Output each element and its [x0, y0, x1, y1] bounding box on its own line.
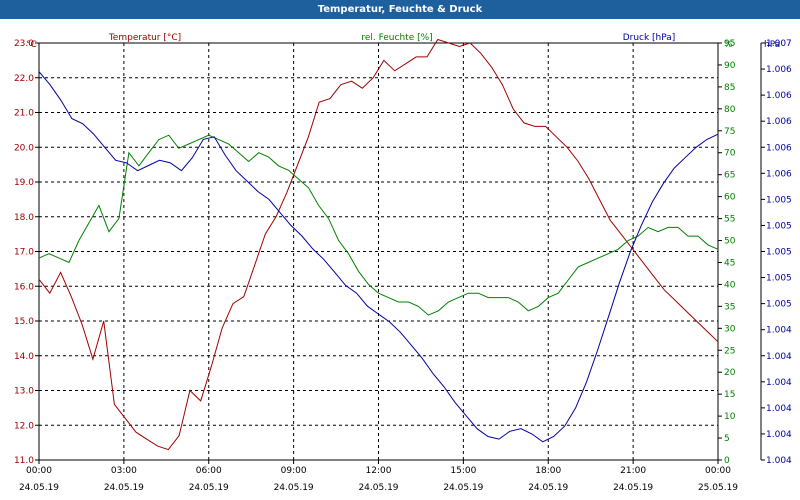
temperature-tick-label: 20.0	[14, 143, 34, 153]
time-axis: 00:00 24.05.19 03:00 24.05.19 06:00 24.05.19 0…	[19, 460, 738, 493]
humidity-tick-label: 75	[724, 127, 735, 137]
time-tick-label: 00:00	[705, 466, 731, 476]
pressure-tick-label: 1.004	[766, 456, 792, 466]
humidity-tick-label: 15	[724, 390, 735, 400]
humidity-tick-label: 30	[724, 324, 736, 334]
humidity-tick-label: 65	[724, 171, 735, 181]
pressure-tick-label: 1.005	[766, 221, 792, 231]
humidity-unit-label: %	[724, 40, 733, 50]
humidity-tick-label: 55	[724, 215, 735, 225]
temperature-tick-label: 18.0	[14, 213, 34, 223]
temperature-tick-label: 13.0	[14, 387, 34, 397]
date-tick-label: 24.05.19	[19, 483, 59, 493]
temperature-tick-label: 12.0	[14, 421, 34, 431]
pressure-tick-label: 1.005	[766, 248, 792, 258]
pressure-tick-label: 1.005	[766, 274, 792, 284]
pressure-tick-label: 1.006	[766, 169, 792, 179]
humidity-axis: 0 5 10 15 20 25 30 35 40 45 50 55 60 65 70 75 80 85 90 95	[718, 39, 736, 466]
date-tick-label: 24.05.19	[443, 483, 483, 493]
pressure-tick-label: 1.006	[766, 65, 792, 75]
humidity-tick-label: 50	[724, 237, 736, 247]
pressure-tick-label: 1.005	[766, 195, 792, 205]
temperature-tick-label: 14.0	[14, 352, 34, 362]
temperature-series-label: Temperatur [°C]	[108, 33, 181, 43]
humidity-tick-label: 40	[724, 280, 736, 290]
pressure-tick-label: 1.004	[766, 378, 792, 388]
series-lines	[38, 38, 719, 451]
pressure-tick-label: 1.004	[766, 326, 792, 336]
temperature-tick-label: 15.0	[14, 317, 34, 327]
humidity-tick-label: 35	[724, 302, 735, 312]
humidity-tick-label: 70	[724, 149, 736, 159]
time-tick-label: 03:00	[111, 466, 137, 476]
time-tick-label: 06:00	[196, 466, 222, 476]
date-tick-label: 24.05.19	[189, 483, 229, 493]
pressure-tick-label: 1.004	[766, 430, 792, 440]
chart-title: Temperatur, Feuchte & Druck	[0, 0, 800, 19]
humidity-tick-label: 95	[724, 39, 735, 49]
pressure-tick-label: 1.004	[766, 352, 792, 362]
temperature-tick-label: 22.0	[14, 74, 34, 84]
pressure-tick-label: 1.007	[766, 39, 792, 49]
time-tick-label: 21:00	[620, 466, 646, 476]
date-tick-label: 24.05.19	[613, 483, 653, 493]
pressure-tick-label: 1.006	[766, 143, 792, 153]
pressure-axis: 1.004 1.004 1.004 1.004 1.004 1.004 1.005 1.005…	[760, 39, 792, 466]
humidity-tick-label: 85	[724, 83, 735, 93]
date-tick-label: 24.05.19	[358, 483, 398, 493]
temperature-tick-label: 17.0	[14, 248, 34, 258]
time-tick-label: 09:00	[281, 466, 307, 476]
date-tick-label: 25.05.19	[698, 483, 738, 493]
time-tick-label: 15:00	[450, 466, 476, 476]
temperature-tick-label: 21.0	[14, 109, 34, 119]
temperature-tick-label: 11.0	[14, 456, 34, 466]
pressure-series-line	[38, 71, 719, 443]
temperature-tick-label: 19.0	[14, 178, 34, 188]
time-tick-label: 18:00	[535, 466, 561, 476]
time-tick-label: 00:00	[26, 466, 52, 476]
humidity-tick-label: 90	[724, 61, 736, 71]
humidity-tick-label: 5	[724, 434, 730, 444]
temperature-axis: 11.0 12.0 13.0 14.0 15.0 16.0 17.0 18.0 19.0 20.0…	[14, 39, 39, 466]
pressure-tick-label: 1.006	[766, 117, 792, 127]
temperature-series-line	[38, 38, 719, 451]
date-tick-label: 24.05.19	[104, 483, 144, 493]
date-tick-label: 24.05.19	[274, 483, 314, 493]
pressure-series-label: Druck [hPa]	[623, 33, 676, 43]
temperature-tick-label: 23.0	[14, 39, 34, 49]
humidity-tick-label: 20	[724, 368, 736, 378]
humidity-series-label: rel. Feuchte [%]	[361, 33, 432, 43]
humidity-tick-label: 25	[724, 346, 735, 356]
date-tick-label: 24.05.19	[528, 483, 568, 493]
humidity-tick-label: 10	[724, 412, 736, 422]
time-tick-label: 12:00	[366, 466, 392, 476]
humidity-tick-label: 80	[724, 105, 736, 115]
grid	[38, 42, 719, 461]
axis-labels: °C Temperatur [°C] rel. Feuchte [%] Druck […	[26, 33, 780, 50]
pressure-tick-label: 1.004	[766, 404, 792, 414]
temperature-tick-label: 16.0	[14, 282, 34, 292]
humidity-series-line	[38, 134, 719, 316]
temperature-unit-label: °C	[26, 40, 37, 50]
humidity-tick-label: 60	[724, 193, 736, 203]
pressure-tick-label: 1.006	[766, 91, 792, 101]
pressure-tick-label: 1.005	[766, 300, 792, 310]
chart-area: 11.0 12.0 13.0 14.0 15.0 16.0 17.0 18.0 19.0 20.0…	[14, 33, 792, 493]
humidity-tick-label: 45	[724, 258, 735, 268]
pressure-unit-label: hPa	[764, 40, 780, 50]
humidity-tick-label: 0	[724, 456, 730, 466]
